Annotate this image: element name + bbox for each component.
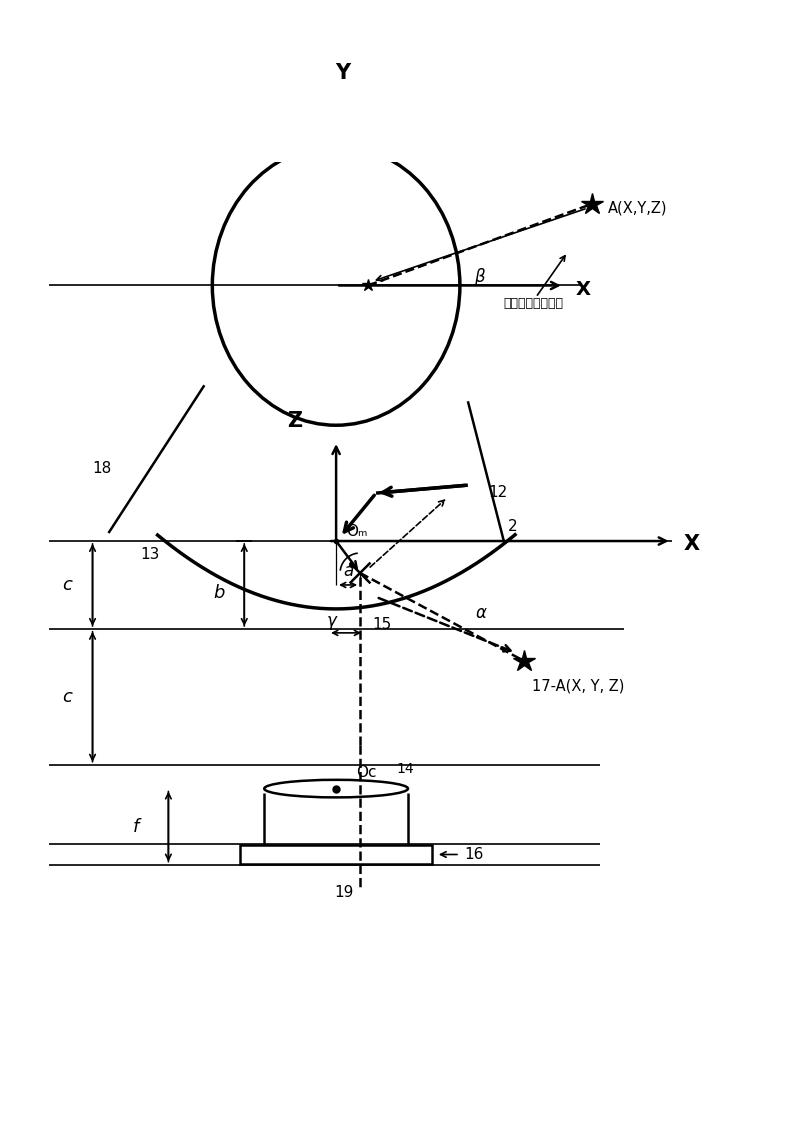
Bar <box>240 845 432 864</box>
Text: α: α <box>476 604 487 622</box>
Text: a: a <box>343 562 354 580</box>
Text: 12: 12 <box>488 485 507 500</box>
Text: 2: 2 <box>508 518 518 534</box>
Text: X: X <box>576 280 590 298</box>
Text: c: c <box>62 688 72 706</box>
Text: 16: 16 <box>464 847 483 862</box>
Text: A(X,Y,Z): A(X,Y,Z) <box>608 201 667 215</box>
Text: γ: γ <box>327 611 337 629</box>
Text: c: c <box>62 576 72 594</box>
Text: Oᴄ: Oᴄ <box>356 765 377 780</box>
Text: 14: 14 <box>396 762 414 775</box>
Text: 实物三维空间坐标: 实物三维空间坐标 <box>504 297 564 311</box>
Text: Oₘ: Oₘ <box>346 524 367 539</box>
Text: Y: Y <box>335 64 350 83</box>
Text: X: X <box>683 534 700 554</box>
Text: b: b <box>213 583 225 601</box>
Text: 13: 13 <box>141 548 160 562</box>
Text: 17-A(X, Y, Z): 17-A(X, Y, Z) <box>532 679 624 693</box>
Text: β: β <box>474 268 485 286</box>
Text: Z: Z <box>287 411 302 431</box>
Text: 18: 18 <box>93 461 112 476</box>
Text: f: f <box>134 818 140 836</box>
Text: 15: 15 <box>372 617 391 633</box>
Text: 19: 19 <box>334 885 354 900</box>
